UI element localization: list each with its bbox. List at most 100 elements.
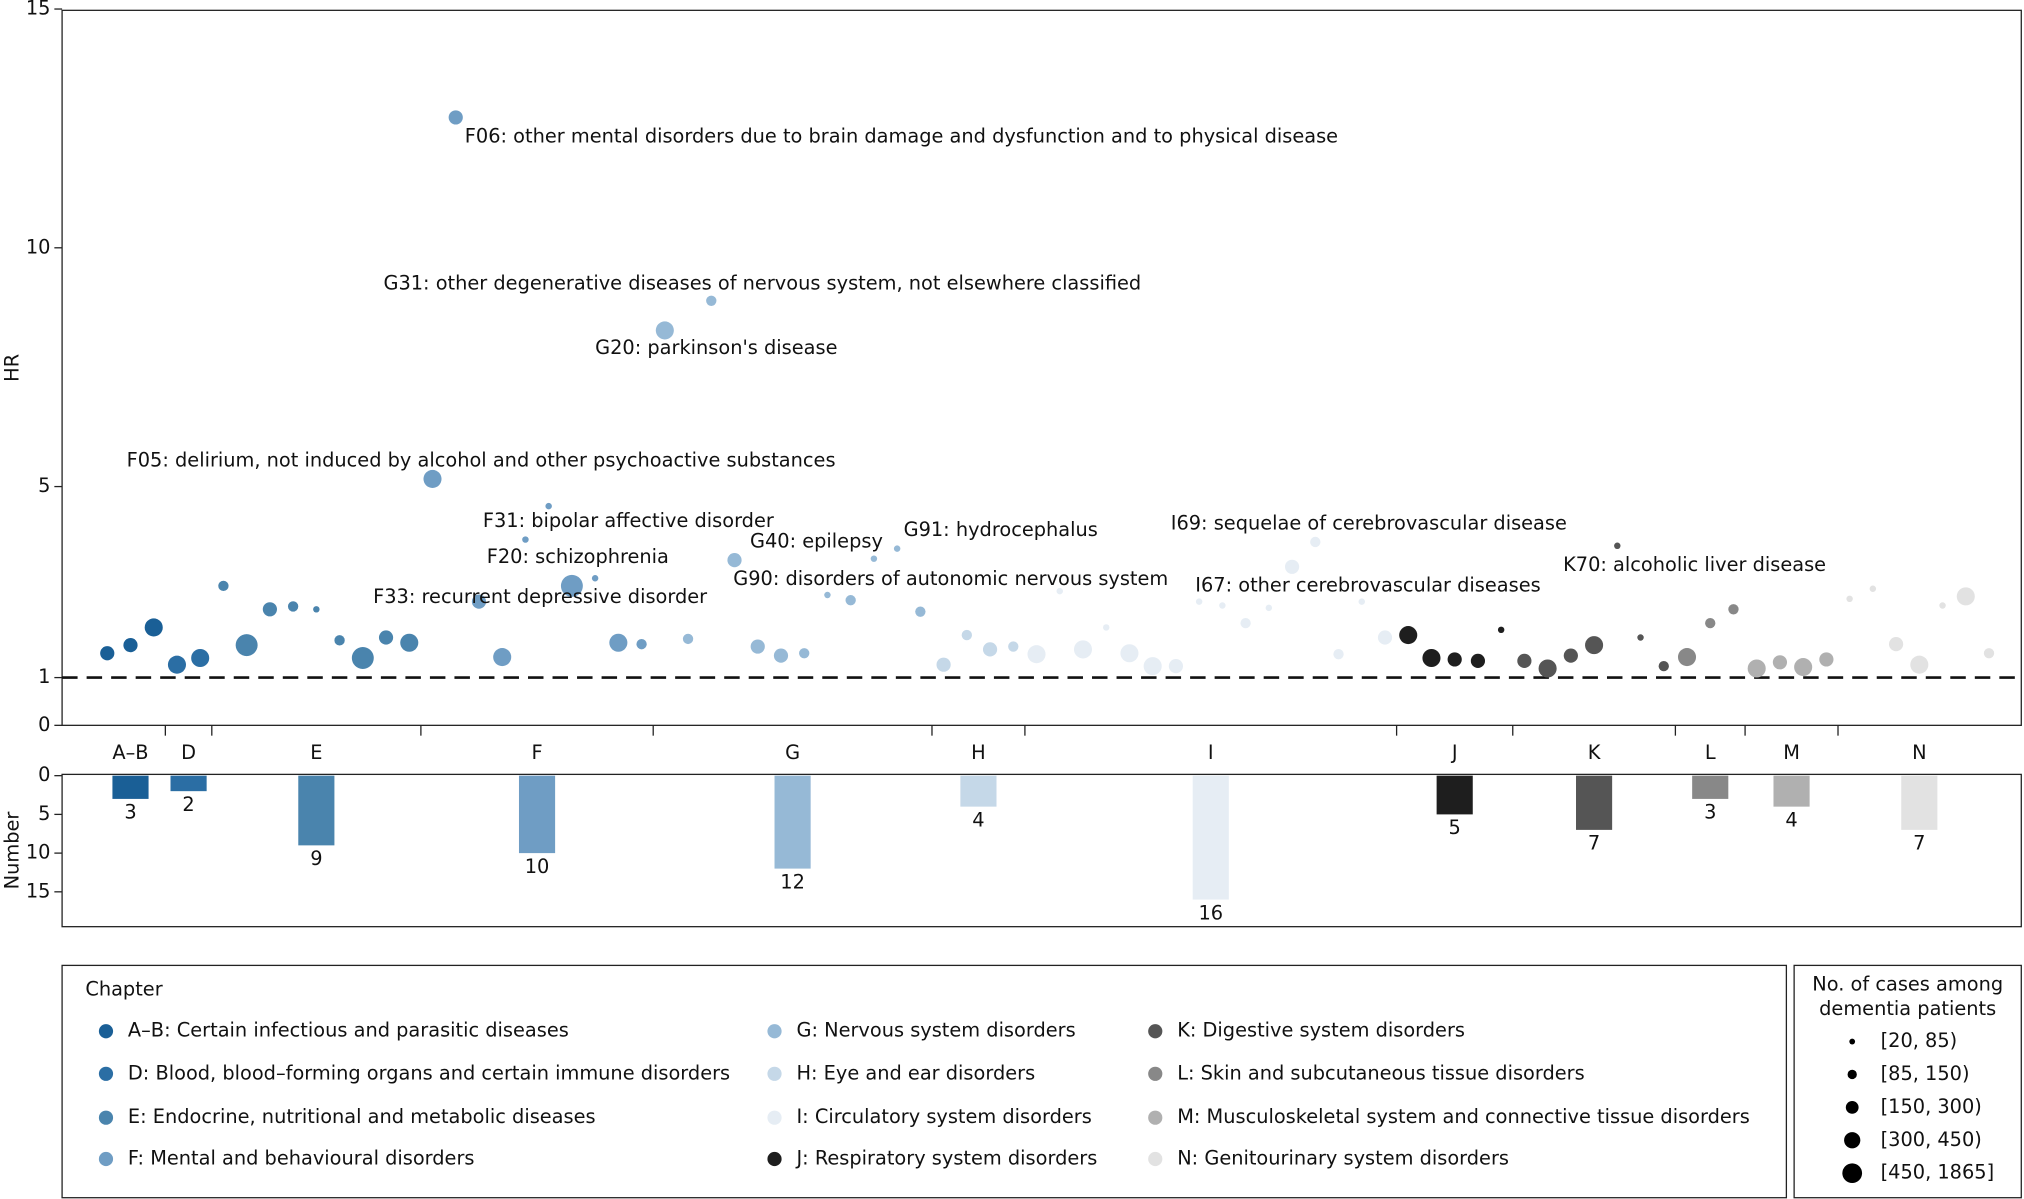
value-label: 4	[972, 808, 984, 831]
point	[961, 629, 972, 641]
point	[1772, 655, 1788, 670]
point	[144, 618, 163, 637]
legend-label: A–B: Certain infectious and parasitic di…	[128, 1019, 569, 1042]
legend-label: N: Genitourinary system disorders	[1177, 1146, 1509, 1169]
value-label: 2	[182, 793, 194, 816]
point	[1637, 634, 1644, 641]
annotation: F05: delirium, not induced by alcohol an…	[127, 448, 836, 471]
legend-marker	[1148, 1066, 1163, 1081]
point	[1284, 559, 1300, 574]
point	[1819, 652, 1834, 667]
annotation: G20: parkinson's disease	[595, 336, 837, 359]
x-tick-label: K	[1588, 741, 1602, 764]
point	[727, 553, 742, 568]
point	[1219, 602, 1226, 609]
y-tick-label: 5	[38, 802, 50, 825]
point	[609, 633, 628, 652]
annotation: F06: other mental disorders due to brain…	[465, 124, 1338, 147]
bar	[298, 775, 335, 846]
x-tick-label: L	[1705, 741, 1716, 764]
plot-frame	[61, 9, 2022, 726]
value-label: 16	[1198, 901, 1223, 924]
x-tick-label: G	[785, 741, 800, 764]
point	[706, 295, 717, 306]
point	[313, 606, 320, 613]
value-label: 7	[1588, 832, 1600, 855]
point	[1728, 604, 1739, 615]
point	[1538, 659, 1557, 678]
x-tick-label: M	[1783, 741, 1800, 764]
point	[493, 648, 512, 667]
bar	[1901, 775, 1938, 830]
value-label: 3	[124, 801, 136, 824]
legend-label: K: Digestive system disorders	[1177, 1019, 1465, 1042]
point	[636, 638, 647, 650]
point	[1705, 617, 1716, 629]
value-label: 7	[1913, 832, 1925, 855]
x-tick-label: J	[1451, 741, 1458, 764]
point	[1143, 657, 1162, 676]
point	[423, 469, 442, 488]
legend-label: G: Nervous system disorders	[796, 1019, 1075, 1042]
legend-label: L: Skin and subcutaneous tissue disorder…	[1177, 1061, 1585, 1084]
point	[870, 555, 878, 562]
x-tick-label: H	[971, 741, 986, 764]
size-legend-marker	[1847, 1069, 1857, 1080]
point	[1027, 645, 1046, 664]
point	[1470, 653, 1486, 668]
y-tick-label: 0	[38, 713, 50, 736]
point	[400, 633, 419, 652]
legend-label: I: Circulatory system disorders	[796, 1105, 1091, 1128]
annotation: I67: other cerebrovascular diseases	[1195, 573, 1540, 596]
bar-frame	[61, 773, 2022, 928]
point	[448, 110, 463, 125]
size-legend-marker	[1849, 1038, 1856, 1045]
annotation: F20: schizophrenia	[487, 545, 669, 568]
point	[351, 647, 374, 669]
value-label: 5	[1449, 816, 1461, 839]
point	[1358, 598, 1365, 605]
legend-marker	[1148, 1110, 1163, 1125]
y-tick-label: 10	[26, 235, 51, 258]
size-legend-frame	[1793, 964, 2022, 1199]
point	[1195, 598, 1203, 605]
point	[471, 594, 487, 609]
legend-label: H: Eye and ear disorders	[796, 1061, 1035, 1084]
point	[1585, 636, 1604, 655]
y-tick-label: 10	[26, 841, 51, 864]
legend-marker	[767, 1151, 782, 1167]
bar	[518, 775, 556, 854]
point	[1563, 648, 1578, 663]
point	[1377, 630, 1393, 645]
point	[915, 606, 926, 617]
point	[982, 642, 998, 657]
point	[591, 575, 599, 582]
point	[1422, 648, 1441, 668]
annotation: I69: sequelae of cerebrovascular disease	[1171, 511, 1567, 534]
annotation: F33: recurrent depressive disorder	[373, 585, 707, 608]
point	[682, 633, 694, 645]
value-label: 4	[1785, 808, 1797, 831]
value-label: 12	[780, 870, 805, 893]
point	[1497, 626, 1505, 634]
point	[560, 574, 583, 597]
legend-title: Chapter	[85, 977, 162, 1000]
bar	[1192, 775, 1229, 900]
point	[1310, 536, 1321, 548]
bar	[960, 775, 997, 807]
legend-marker	[98, 1110, 114, 1125]
point	[773, 648, 789, 663]
point	[1910, 655, 1929, 674]
y-axis-label: HR	[1, 354, 24, 382]
point	[845, 595, 856, 606]
legend-marker	[767, 1024, 782, 1039]
point	[1677, 648, 1697, 667]
size-legend-label: [300, 450)	[1881, 1128, 1982, 1151]
point	[545, 502, 552, 510]
point	[1939, 602, 1946, 609]
point	[750, 639, 765, 654]
point	[1399, 626, 1418, 645]
legend-frame	[61, 964, 1788, 1199]
y-tick-label: 15	[26, 879, 51, 902]
